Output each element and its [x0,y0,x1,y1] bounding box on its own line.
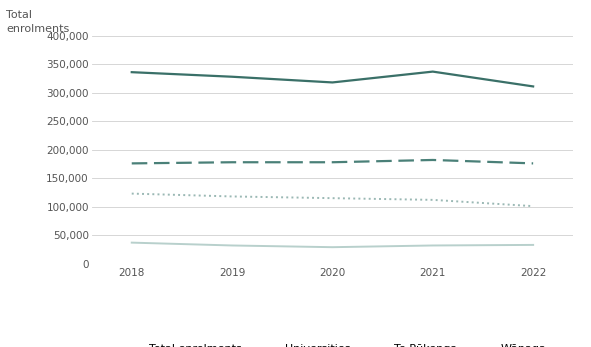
Universities [329,160,336,164]
Wānaga [128,240,135,245]
Universities [229,160,236,164]
Line: Te Pūkenga: Te Pūkenga [132,194,533,206]
Universities [530,161,537,166]
Total enrolments [429,69,436,74]
Wānaga [429,243,436,247]
Te Pūkenga [329,196,336,200]
Total enrolments [530,84,537,88]
Universities [429,158,436,162]
Line: Total enrolments: Total enrolments [132,71,533,86]
Total enrolments [329,81,336,85]
Te Pūkenga [128,192,135,196]
Universities [128,161,135,166]
Wānaga [229,243,236,247]
Text: Total
enrolments: Total enrolments [6,10,69,34]
Line: Wānaga: Wānaga [132,243,533,247]
Te Pūkenga [530,204,537,208]
Te Pūkenga [429,198,436,202]
Wānaga [329,245,336,249]
Line: Universities: Universities [132,160,533,163]
Total enrolments [229,75,236,79]
Wānaga [530,243,537,247]
Total enrolments [128,70,135,74]
Legend: Total enrolments, Universities, Te Pūkenga, Wānaga: Total enrolments, Universities, Te Pūken… [114,340,551,347]
Te Pūkenga [229,194,236,198]
